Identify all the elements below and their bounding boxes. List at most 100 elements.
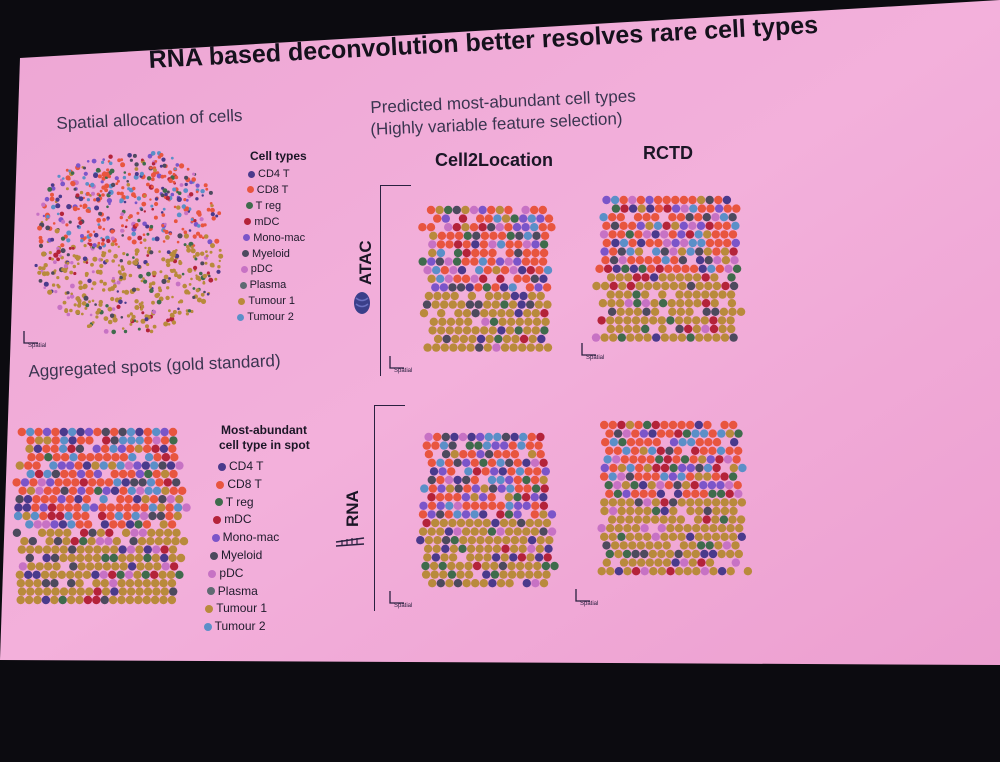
spot-dot xyxy=(547,510,557,519)
cell-dot xyxy=(126,314,131,318)
spot-dot xyxy=(684,273,693,282)
spot-dot xyxy=(656,446,665,455)
cell-dot xyxy=(38,235,43,240)
spot-dot xyxy=(718,290,727,299)
spot-dot xyxy=(719,213,729,222)
spot-dot xyxy=(693,515,703,524)
spot-dot xyxy=(438,561,447,571)
spot-dot xyxy=(67,520,76,529)
cell-dot xyxy=(90,262,94,267)
spot-dot xyxy=(140,503,149,512)
spot-dot xyxy=(68,486,78,495)
spot-dot xyxy=(87,537,96,546)
cell-dot xyxy=(205,187,209,191)
spot-dot xyxy=(536,291,545,301)
spot-dot xyxy=(478,205,487,215)
spot-dot xyxy=(450,536,459,545)
spot-dot xyxy=(602,558,611,567)
spot-dot xyxy=(34,545,43,554)
spatial-axis-glyph: Spatial xyxy=(574,588,598,607)
cell-dot xyxy=(102,158,105,161)
cell-dot xyxy=(166,190,170,194)
spot-dot xyxy=(643,281,653,291)
spot-dot xyxy=(12,528,22,537)
spot-dot xyxy=(56,503,65,512)
spot-dot xyxy=(67,553,77,563)
cell-dot xyxy=(146,271,151,277)
spot-dot xyxy=(645,558,654,567)
spot-dot xyxy=(542,570,551,579)
spot-dot xyxy=(43,486,52,495)
spot-dot xyxy=(638,264,647,273)
spot-dot xyxy=(59,427,68,437)
spot-dot xyxy=(77,486,86,495)
spot-dot xyxy=(598,299,608,308)
cell-dot xyxy=(92,243,97,248)
spot-dot xyxy=(427,501,437,510)
spot-dot xyxy=(143,427,152,437)
cell-dot xyxy=(159,270,163,274)
cell-dot xyxy=(203,290,206,294)
spot-dot xyxy=(524,317,533,326)
cell-dot xyxy=(98,246,102,250)
spot-dot xyxy=(635,256,645,265)
spot-dot xyxy=(607,515,617,524)
spot-dot xyxy=(457,300,466,309)
spot-dot xyxy=(617,463,627,473)
spot-dot xyxy=(130,478,139,487)
cell-dot xyxy=(178,260,183,266)
spot-dot xyxy=(467,450,477,459)
cell-dot xyxy=(153,168,157,173)
cell-dot xyxy=(192,172,196,176)
spot-dot xyxy=(678,281,687,291)
spot-dot xyxy=(63,528,72,537)
cell-dot xyxy=(143,260,148,265)
spot-dot xyxy=(711,532,721,541)
spot-dot xyxy=(438,317,447,326)
spot-dot xyxy=(685,472,695,481)
spot-dot xyxy=(621,481,631,490)
spot-dot xyxy=(155,528,164,537)
spot-dot xyxy=(662,541,671,550)
spot-dot xyxy=(432,343,441,352)
spot-dot xyxy=(135,427,144,437)
legend-item: pDC xyxy=(240,263,273,275)
spot-dot xyxy=(622,429,631,438)
cell-dot xyxy=(75,309,81,315)
spot-dot xyxy=(688,221,697,230)
spot-dot xyxy=(634,472,643,481)
spot-dot xyxy=(609,256,619,265)
spot-dot xyxy=(34,469,44,479)
spot-dot xyxy=(692,273,702,282)
spot-dot xyxy=(615,273,624,282)
spot-dot xyxy=(433,536,442,545)
cell-dot xyxy=(96,217,102,223)
spot-dot xyxy=(435,257,445,266)
cell-dot xyxy=(121,224,124,228)
spot-dot xyxy=(24,570,33,579)
spot-dot xyxy=(527,291,537,301)
spot-dot xyxy=(660,498,669,507)
cell-dot xyxy=(43,281,49,287)
spot-dot xyxy=(427,527,436,536)
cell-dot xyxy=(176,190,179,194)
spot-dot xyxy=(106,511,115,521)
spot-dot xyxy=(444,458,454,467)
spot-dot xyxy=(678,438,687,447)
cell-dot xyxy=(146,254,150,257)
cell-dot xyxy=(217,265,221,269)
spot-dot xyxy=(135,545,144,554)
spot-dot xyxy=(466,553,475,562)
spot-dot xyxy=(615,299,625,308)
spot-dot xyxy=(160,469,170,479)
legend-swatch xyxy=(242,250,249,258)
cell-dot xyxy=(66,253,70,257)
spot-dot xyxy=(433,432,442,442)
spot-dot xyxy=(79,478,89,487)
spot-dot xyxy=(669,333,678,342)
cell-dot xyxy=(168,178,173,183)
spot-dot xyxy=(696,221,706,230)
spot-dot xyxy=(603,455,612,464)
cell-dot xyxy=(38,279,43,283)
spot-dot xyxy=(663,455,672,464)
